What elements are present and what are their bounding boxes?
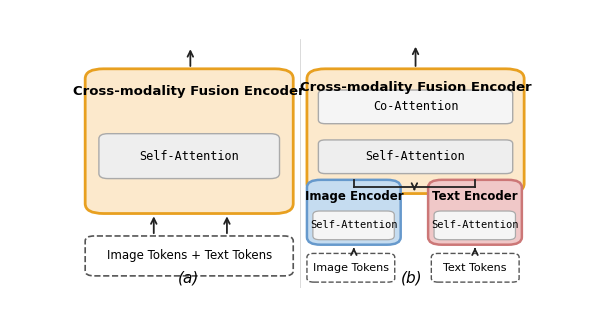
Text: Text Encoder: Text Encoder <box>432 190 518 203</box>
Text: Cross-modality Fusion Encoder: Cross-modality Fusion Encoder <box>73 85 305 98</box>
Text: Image Tokens: Image Tokens <box>313 263 389 273</box>
FancyBboxPatch shape <box>434 211 516 240</box>
FancyBboxPatch shape <box>307 253 395 282</box>
Text: Self-Attention: Self-Attention <box>431 220 519 230</box>
Text: Text Tokens: Text Tokens <box>444 263 507 273</box>
FancyBboxPatch shape <box>319 90 513 124</box>
FancyBboxPatch shape <box>307 180 401 245</box>
FancyBboxPatch shape <box>428 180 522 245</box>
Text: Self-Attention: Self-Attention <box>310 220 397 230</box>
Text: (b): (b) <box>401 271 423 286</box>
FancyBboxPatch shape <box>99 134 280 179</box>
Text: (a): (a) <box>178 271 199 286</box>
Text: Self-Attention: Self-Attention <box>139 150 239 163</box>
FancyBboxPatch shape <box>319 140 513 174</box>
Text: Co-Attention: Co-Attention <box>373 100 458 113</box>
Text: Image Tokens + Text Tokens: Image Tokens + Text Tokens <box>107 249 272 262</box>
Text: Cross-modality Fusion Encoder: Cross-modality Fusion Encoder <box>300 81 532 94</box>
FancyBboxPatch shape <box>431 253 519 282</box>
Text: Image Encoder: Image Encoder <box>304 190 403 203</box>
FancyBboxPatch shape <box>85 236 293 276</box>
FancyBboxPatch shape <box>85 69 293 214</box>
FancyBboxPatch shape <box>313 211 394 240</box>
FancyBboxPatch shape <box>307 69 524 193</box>
Text: Self-Attention: Self-Attention <box>366 150 466 163</box>
